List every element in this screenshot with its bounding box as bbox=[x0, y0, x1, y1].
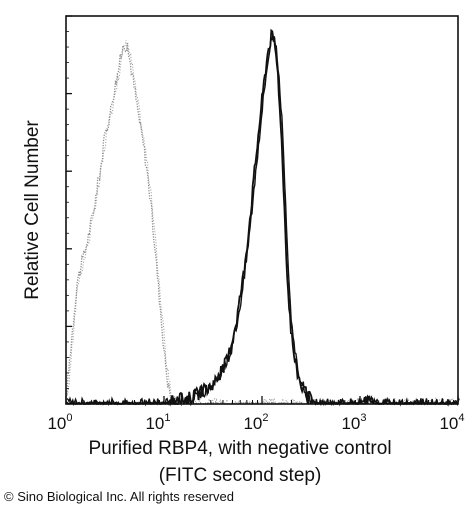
x-tick-label: 101 bbox=[145, 412, 170, 433]
x-axis-label-line2: (FITC second step) bbox=[159, 465, 322, 486]
x-axis-tick-labels: 100 101 102 103 104 bbox=[47, 412, 464, 433]
series-2-outline-inner bbox=[66, 34, 460, 407]
x-tick-label: 104 bbox=[439, 412, 464, 433]
series-2 bbox=[65, 28, 460, 407]
copyright-text: © Sino Biological Inc. All rights reserv… bbox=[4, 489, 234, 504]
x-tick-label: 100 bbox=[47, 412, 72, 433]
y-axis-label: Relative Cell Number bbox=[22, 120, 43, 300]
y-axis-ticks bbox=[66, 15, 72, 405]
plot-area bbox=[65, 15, 460, 407]
x-axis-ticks bbox=[65, 396, 459, 404]
x-axis-label-line1: Purified RBP4, with negative control bbox=[88, 438, 391, 459]
x-tick-label: 103 bbox=[341, 412, 366, 433]
x-tick-label: 102 bbox=[243, 412, 268, 433]
